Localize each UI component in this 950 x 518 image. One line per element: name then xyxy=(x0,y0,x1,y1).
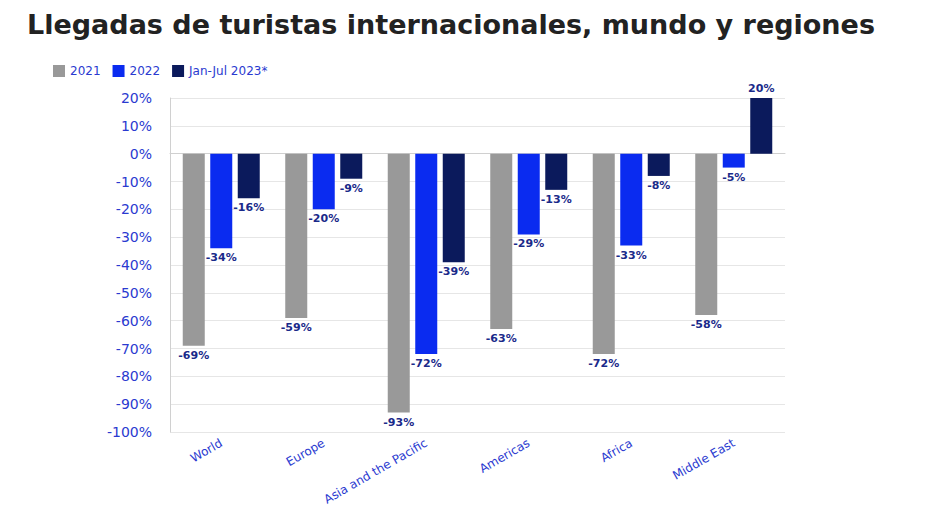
svg-text:-100%: -100% xyxy=(107,424,152,440)
svg-text:-16%: -16% xyxy=(233,201,264,214)
svg-text:-40%: -40% xyxy=(116,257,152,273)
svg-text:2022: 2022 xyxy=(130,64,161,78)
svg-text:-13%: -13% xyxy=(541,193,572,206)
svg-text:-34%: -34% xyxy=(206,251,237,264)
svg-text:Middle East: Middle East xyxy=(670,436,737,483)
svg-text:-63%: -63% xyxy=(486,332,517,345)
svg-text:Llegadas de turistas internaci: Llegadas de turistas internacionales, mu… xyxy=(27,9,875,40)
svg-text:-80%: -80% xyxy=(116,368,152,384)
svg-text:-9%: -9% xyxy=(340,182,363,195)
svg-text:-10%: -10% xyxy=(116,174,152,190)
svg-text:-72%: -72% xyxy=(588,357,619,370)
svg-text:Jan-Jul 2023*: Jan-Jul 2023* xyxy=(188,64,267,78)
svg-text:-33%: -33% xyxy=(616,249,647,262)
svg-text:-58%: -58% xyxy=(691,318,722,331)
svg-text:2021: 2021 xyxy=(70,64,101,78)
svg-text:-70%: -70% xyxy=(116,341,152,357)
svg-text:-50%: -50% xyxy=(116,285,152,301)
svg-text:Africa: Africa xyxy=(598,436,635,465)
svg-text:-60%: -60% xyxy=(116,313,152,329)
svg-text:20%: 20% xyxy=(121,90,152,106)
svg-text:-30%: -30% xyxy=(116,229,152,245)
svg-text:World: World xyxy=(188,436,225,465)
svg-text:-5%: -5% xyxy=(722,171,745,184)
svg-text:Asia and the Pacific: Asia and the Pacific xyxy=(322,436,430,507)
svg-text:0%: 0% xyxy=(130,146,152,162)
svg-text:-8%: -8% xyxy=(647,179,670,192)
svg-text:-72%: -72% xyxy=(411,357,442,370)
svg-text:20%: 20% xyxy=(748,82,774,95)
svg-text:-20%: -20% xyxy=(308,212,339,225)
svg-text:-29%: -29% xyxy=(513,237,544,250)
svg-text:-39%: -39% xyxy=(438,265,469,278)
svg-text:10%: 10% xyxy=(121,118,152,134)
svg-text:Europe: Europe xyxy=(284,436,328,469)
svg-text:-20%: -20% xyxy=(116,201,152,217)
svg-text:-90%: -90% xyxy=(116,396,152,412)
svg-text:-59%: -59% xyxy=(281,321,312,334)
svg-text:Americas: Americas xyxy=(477,436,532,476)
svg-text:-93%: -93% xyxy=(383,416,414,429)
svg-text:-69%: -69% xyxy=(178,349,209,362)
